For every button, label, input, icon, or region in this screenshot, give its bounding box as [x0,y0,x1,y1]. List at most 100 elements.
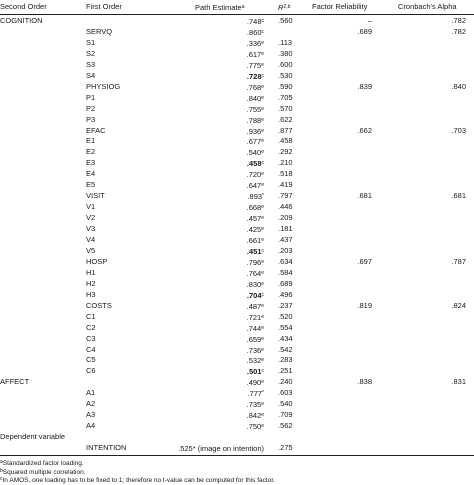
cell-path-estimate: .677e [246,137,264,147]
cell-path-estimate: .736e [246,345,264,355]
table-row: S1 .336e .113 [0,38,474,48]
cell-path-estimate: .659e [246,334,264,344]
table-row: S4 .728c .530 [0,71,474,81]
cell-r-squared: .877 [278,125,293,135]
cell-path-estimate: .735e [246,400,264,410]
table-row: C6 .501c .251 [0,366,474,376]
cell-first-order: S2 [86,48,96,58]
cell-first-order: PHYSIOG [86,81,121,91]
cell-path-estimate: .840e [246,93,264,103]
cell-r-squared: .584 [278,267,293,277]
table-row: V1 .668e .446 [0,202,474,212]
cell-path-estimate: .661e [246,236,264,245]
cell-r-squared: .209 [278,213,293,223]
cell-first-order: S1 [86,37,96,47]
table-row: P2 .755e .570 [0,104,474,114]
cell-r-squared: .520 [278,311,293,321]
cell-first-order: V5 [86,245,96,255]
cell-path-estimate: .728c [246,71,264,81]
table-row: HOSP .796e .634 .697 .787 [0,257,474,267]
cell-r-squared: .434 [278,333,293,343]
cell-first-order: P2 [86,103,96,113]
bottom-rule [0,455,474,456]
cell-path-estimate: .748c [246,17,264,26]
cell-path-estimate: .720e [246,170,264,180]
cell-factor-reliability: .838 [357,377,372,387]
cell-cronbach-alpha: .703 [451,125,466,135]
cell-r-squared: .709 [278,410,293,420]
table-row: E4 .720e .518 [0,169,474,179]
cell-first-order: C5 [86,355,96,365]
cell-first-order: COSTS [86,300,112,310]
cell-second-order: COGNITION [0,16,43,25]
cell-path-estimate: .750e [246,422,264,432]
table-row: H1 .764e .584 [0,268,474,278]
cell-first-order: V1 [86,202,96,212]
cell-r-squared: .237 [278,300,293,310]
cell-first-order: C3 [86,333,96,343]
header-r-squared: R2,b [278,3,291,12]
cell-path-estimate: .532e [246,356,264,366]
cell-first-order: A2 [86,399,96,409]
table-row: E2 .540e .292 [0,147,474,157]
cell-path-estimate: .540e [246,148,264,158]
cell-r-squared: .437 [278,235,293,244]
cell-path-estimate: .668e [246,203,264,213]
cell-r-squared: .181 [278,224,293,234]
cell-cronbach-alpha: .787 [451,256,466,266]
table-row: PHYSIOG .768e .590 .839 .840 [0,82,474,92]
cell-path-estimate: .721e [246,312,264,322]
table-row: A4 .750e .562 [0,421,474,431]
table-row: COGNITION .748c .560 – .782 [0,16,474,26]
table-row: S2 .617e .380 [0,49,474,59]
cell-r-squared: .540 [278,399,293,409]
table-note: aStandardized factor loading. [0,459,84,467]
cell-factor-reliability: .662 [357,125,372,135]
table-row: COSTS .487e .237 .819 .824 [0,301,474,311]
table-row: AFFECT .490e .240 .838 .831 [0,377,474,387]
cell-path-estimate: .860c [246,27,264,37]
cell-r-squared: .518 [278,169,293,179]
cell-first-order: P3 [86,114,96,124]
cell-r-squared: .570 [278,103,293,113]
cell-path-estimate: .755e [246,104,264,114]
cell-path-estimate: .458c [246,159,264,169]
cell-first-order: E3 [86,158,96,168]
cell-path-estimate: .893* [247,192,264,202]
table-row: C2 .744e .554 [0,323,474,333]
cell-r-squared: .530 [278,70,293,80]
cell-first-order: A4 [86,421,96,431]
cell-path-estimate: .796e [246,257,264,267]
cell-path-estimate: .764e [246,268,264,278]
cell-first-order: SERVQ [86,26,113,36]
cell-path-estimate: .525* (image on intention) [178,444,264,454]
header-factor-reliability: Factor Reliability [312,2,368,11]
cell-r-squared: .634 [278,256,293,266]
cell-path-estimate: .788e [246,115,264,125]
cell-first-order: A1 [86,388,96,398]
table-row: C3 .659e .434 [0,334,474,344]
cell-first-order: EFAC [86,125,106,135]
cell-first-order: C2 [86,322,96,332]
cell-first-order: C6 [86,366,96,376]
table-row: V5 .451c .203 [0,246,474,256]
cell-path-estimate: .768e [246,82,264,92]
cell-first-order: H2 [86,278,96,288]
cell-cronbach-alpha: .782 [451,16,466,25]
cell-r-squared: .380 [278,48,293,58]
table-row: E5 .647e .419 [0,180,474,190]
cell-path-estimate: .704c [246,290,264,300]
table-row: C1 .721e .520 [0,312,474,322]
cell-factor-reliability: .839 [357,81,372,91]
table-row: A3 .842e .709 [0,410,474,420]
cell-r-squared: .496 [278,289,293,299]
cell-r-squared: .797 [278,191,293,201]
cell-r-squared: .562 [278,421,293,431]
table-note: bSquared multiple correlation. [0,467,86,476]
cell-factor-reliability: .697 [357,256,372,266]
cell-path-estimate: .647e [246,181,264,191]
cell-second-order: Dependent variable [0,432,66,442]
cell-path-estimate: .487e [246,301,264,311]
table-row: E1 .677e .458 [0,136,474,146]
cell-r-squared: .560 [278,16,293,25]
